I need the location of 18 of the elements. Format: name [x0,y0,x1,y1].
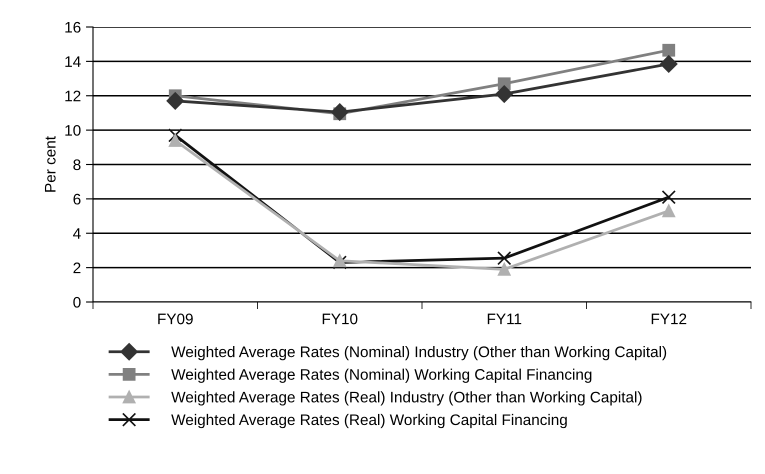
legend-label: Weighted Average Rates (Nominal) Industry (Other than Working Capital) [171,346,666,360]
y-axis-title: Per cent [44,136,56,192]
y-tick-label: 16 [65,22,81,33]
x-tick-label: FY10 [322,314,358,324]
x-tick-label: FY09 [158,314,193,324]
y-tick-label: 14 [65,56,81,67]
legend-label: Weighted Average Rates (Nominal) Working Capital Financing [171,368,592,383]
y-tick-label: 12 [65,90,80,102]
legend-label: Weighted Average Rates (Real) Working Capital Financing [171,414,567,428]
y-tick-label: 8 [73,159,81,170]
x-tick-label: FY11 [488,314,522,324]
legend-label: Weighted Average Rates (Real) Industry (Other than Working Capital) [171,391,642,406]
y-tick-label: 10 [65,124,81,136]
y-tick-label: 6 [73,194,81,205]
y-tick-label: 0 [73,296,81,308]
y-tick-label: 2 [73,262,80,274]
x-tick-label: FY12 [652,314,686,324]
y-tick-label: 4 [73,228,81,239]
